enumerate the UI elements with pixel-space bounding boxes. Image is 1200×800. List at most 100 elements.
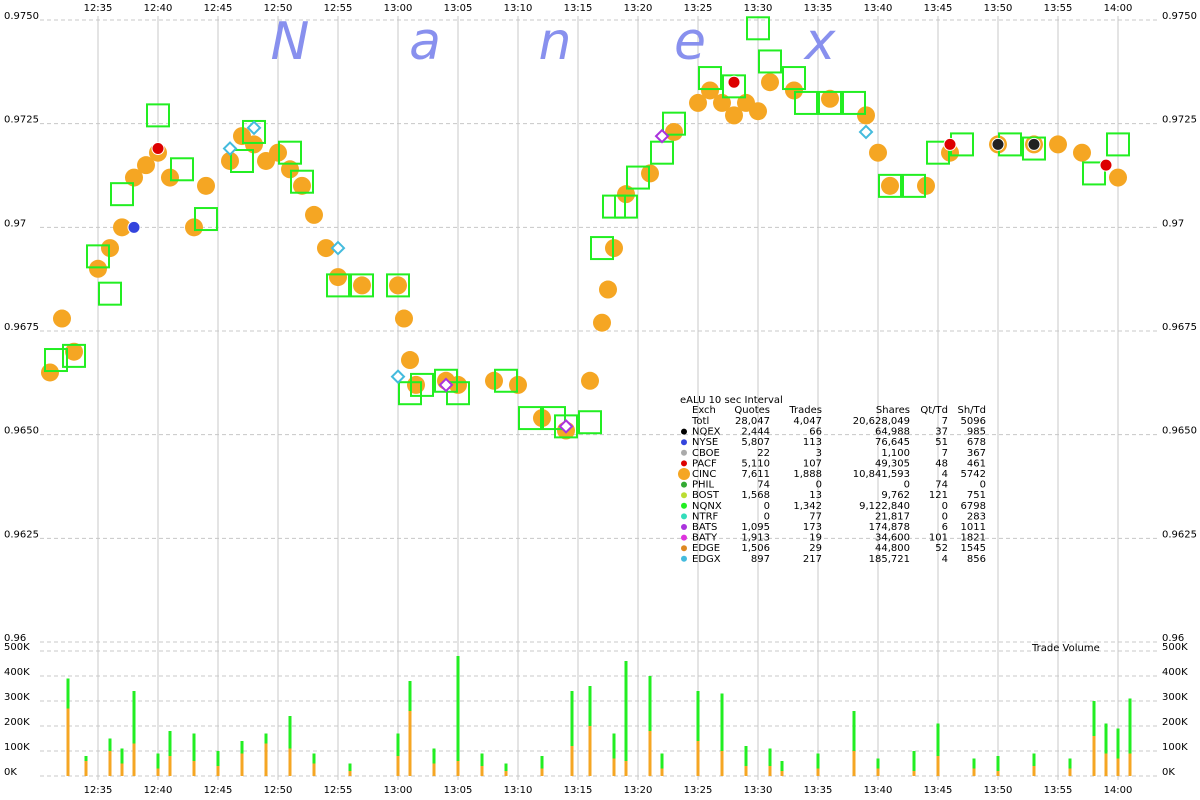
legend-swatch: [681, 545, 687, 552]
volume-bar: [348, 763, 352, 771]
table-cell: CBOE: [692, 448, 720, 459]
trade-point: [65, 342, 83, 361]
trade-point: [494, 368, 518, 393]
y-tick-label: 0.97: [4, 218, 26, 229]
volume-bar: [456, 761, 460, 776]
volume-bar: [972, 758, 976, 769]
table-header: Trades: [788, 405, 822, 416]
table-cell: 44,800: [875, 543, 910, 554]
trade-point: [746, 16, 770, 41]
trade-point: [1109, 168, 1127, 187]
y-tick-label: 500K: [4, 642, 30, 653]
volume-bar: [624, 761, 628, 776]
trade-point: [446, 381, 470, 406]
x-tick-label: 13:20: [624, 3, 653, 14]
trade-point: [197, 176, 215, 195]
volume-bar: [936, 756, 940, 776]
table-cell: 1011: [961, 522, 986, 533]
volume-bar: [264, 733, 268, 744]
x-tick-label: 14:00: [1104, 785, 1133, 796]
trade-point: [410, 372, 434, 397]
table-cell: EDGE: [692, 543, 720, 554]
y-tick-label: 400K: [4, 667, 30, 678]
table-cell: 217: [803, 554, 822, 565]
trade-point: [1022, 136, 1046, 161]
trade-point: [89, 259, 107, 278]
x-tick-label: 13:20: [624, 785, 653, 796]
trade-point: [727, 75, 741, 89]
x-tick-label: 13:50: [984, 785, 1013, 796]
volume-bar: [588, 726, 592, 776]
volume-bar: [312, 753, 316, 764]
volume-bar: [288, 716, 292, 749]
table-cell: 19: [809, 533, 822, 544]
legend-swatch: [678, 468, 690, 480]
volume-bar: [648, 676, 652, 731]
trade-point: [593, 313, 611, 332]
table-cell: 7,611: [741, 469, 770, 480]
watermark-letter: n: [539, 12, 572, 72]
table-cell: BOST: [692, 490, 720, 501]
x-tick-label: 12:45: [204, 785, 233, 796]
trade-point: [943, 137, 957, 151]
x-tick-label: 12:40: [144, 785, 173, 796]
volume-bar: [84, 761, 88, 776]
trade-point: [151, 142, 165, 156]
x-tick-label: 13:30: [744, 785, 773, 796]
trade-point: [713, 93, 731, 112]
volume-bar: [816, 753, 820, 769]
trade-point: [761, 73, 779, 92]
trade-point: [113, 218, 131, 237]
trade-point: [578, 410, 602, 435]
table-cell: 9,122,840: [859, 501, 910, 512]
volume-bar: [84, 756, 88, 761]
legend-swatch: [681, 555, 687, 562]
trade-point: [881, 176, 899, 195]
y-tick-label: 0.9675: [4, 322, 39, 333]
volume-bar: [972, 768, 976, 776]
trade-point: [857, 106, 875, 125]
table-cell: 74: [935, 480, 948, 491]
x-tick-label: 12:35: [84, 3, 113, 14]
volume-bar: [1068, 768, 1072, 776]
trade-point: [794, 90, 818, 115]
table-cell: 1,568: [741, 490, 770, 501]
table-cell: Totl: [691, 416, 709, 427]
table-cell: 21,817: [875, 511, 910, 522]
x-tick-label: 13:25: [684, 785, 713, 796]
volume-bar: [912, 751, 916, 771]
y-tick-label: 0.9725: [1162, 115, 1197, 126]
table-cell: BATS: [692, 522, 717, 533]
volume-bar: [1116, 758, 1120, 776]
volume-bar: [876, 768, 880, 776]
table-cell: 101: [929, 533, 948, 544]
table-cell: 7: [942, 448, 948, 459]
volume-bar: [768, 748, 772, 766]
trade-point: [53, 309, 71, 328]
volume-bar: [1128, 753, 1132, 776]
volume-bar: [396, 756, 400, 776]
volume-bar: [168, 731, 172, 756]
table-cell: 173: [803, 522, 822, 533]
volume-bar: [132, 743, 136, 776]
trade-point: [614, 194, 638, 219]
x-tick-label: 12:45: [204, 3, 233, 14]
y-tick-label: 300K: [1162, 692, 1188, 703]
volume-bar: [120, 763, 124, 776]
volume-bar: [66, 708, 70, 776]
volume-bar: [1104, 723, 1108, 754]
volume-bar: [612, 733, 616, 759]
table-cell: 0: [980, 480, 986, 491]
y-tick-label: 500K: [1162, 642, 1188, 653]
volume-bar: [348, 771, 352, 776]
y-tick-label: 0.96: [1162, 633, 1184, 644]
volume-bar: [1032, 766, 1036, 776]
volume-bar: [288, 748, 292, 776]
x-tick-label: 13:45: [924, 3, 953, 14]
volume-bar: [1092, 701, 1096, 736]
trade-point: [125, 168, 143, 187]
table-cell: 4,047: [793, 416, 822, 427]
trade-point: [1049, 135, 1067, 154]
legend-swatch: [681, 439, 687, 446]
table-cell: EDGX: [692, 554, 721, 565]
